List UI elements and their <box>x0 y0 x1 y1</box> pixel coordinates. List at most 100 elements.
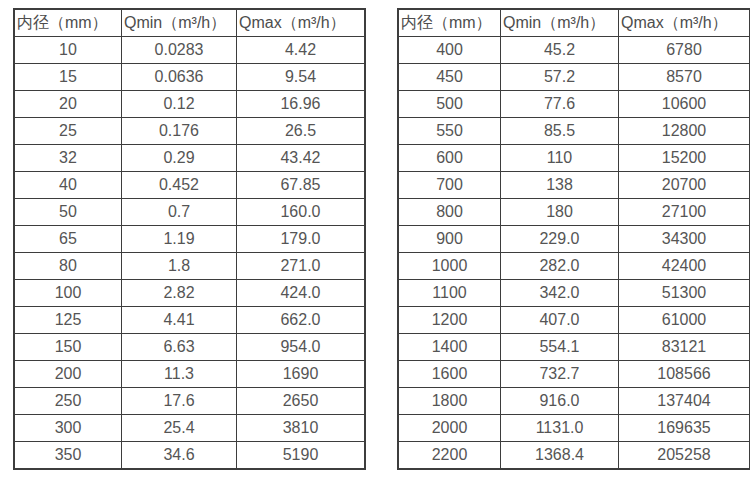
table-cell: 12800 <box>619 118 750 145</box>
table-row: 200.1216.96 <box>14 91 365 118</box>
table-cell: 450 <box>398 64 501 91</box>
table-row: 651.19179.0 <box>14 226 365 253</box>
column-header: Qmin（m³/h） <box>501 9 619 37</box>
table-row: 1254.41662.0 <box>14 307 365 334</box>
table-cell: 732.7 <box>501 361 619 388</box>
table-row: 20011.31690 <box>14 361 365 388</box>
table-cell: 50 <box>14 199 122 226</box>
table-cell: 5190 <box>237 442 366 470</box>
table-cell: 110 <box>501 145 619 172</box>
table-cell: 150 <box>14 334 122 361</box>
table-row: 20001131.0169635 <box>398 415 750 442</box>
table-row: 1000282.042400 <box>398 253 750 280</box>
table-cell: 282.0 <box>501 253 619 280</box>
diameter-flow-table-small: 内径（mm）Qmin（m³/h）Qmax（m³/h） 100.02834.421… <box>13 8 366 470</box>
table-cell: 16.96 <box>237 91 366 118</box>
table-cell: 25.4 <box>122 415 237 442</box>
header-row: 内径（mm）Qmin（m³/h）Qmax（m³/h） <box>14 9 365 37</box>
table-row: 35034.65190 <box>14 442 365 470</box>
table-cell: 0.12 <box>122 91 237 118</box>
table-cell: 424.0 <box>237 280 366 307</box>
table-cell: 179.0 <box>237 226 366 253</box>
table-cell: 137404 <box>619 388 750 415</box>
table-cell: 954.0 <box>237 334 366 361</box>
table-row: 70013820700 <box>398 172 750 199</box>
table-row: 1800916.0137404 <box>398 388 750 415</box>
table-row: 320.2943.42 <box>14 145 365 172</box>
table-cell: 4.41 <box>122 307 237 334</box>
table-cell: 205258 <box>619 442 750 470</box>
table-cell: 916.0 <box>501 388 619 415</box>
table-cell: 0.7 <box>122 199 237 226</box>
table-cell: 10600 <box>619 91 750 118</box>
table-cell: 300 <box>14 415 122 442</box>
table-cell: 20 <box>14 91 122 118</box>
diameter-flow-table-large: 内径（mm）Qmin（m³/h）Qmax（m³/h） 40045.2678045… <box>397 8 750 470</box>
table-row: 1400554.183121 <box>398 334 750 361</box>
table-cell: 125 <box>14 307 122 334</box>
table-cell: 200 <box>14 361 122 388</box>
table-cell: 700 <box>398 172 501 199</box>
table-cell: 6780 <box>619 37 750 64</box>
table-cell: 27100 <box>619 199 750 226</box>
table-cell: 1368.4 <box>501 442 619 470</box>
table-cell: 9.54 <box>237 64 366 91</box>
table-row: 45057.28570 <box>398 64 750 91</box>
table-cell: 11.3 <box>122 361 237 388</box>
table-cell: 42400 <box>619 253 750 280</box>
table-cell: 1200 <box>398 307 501 334</box>
table-cell: 45.2 <box>501 37 619 64</box>
table-row: 900229.034300 <box>398 226 750 253</box>
table-cell: 8570 <box>619 64 750 91</box>
table-cell: 6.63 <box>122 334 237 361</box>
table-row: 1100342.051300 <box>398 280 750 307</box>
table-cell: 57.2 <box>501 64 619 91</box>
table-cell: 2.82 <box>122 280 237 307</box>
table-cell: 250 <box>14 388 122 415</box>
table-row: 100.02834.42 <box>14 37 365 64</box>
table-cell: 15 <box>14 64 122 91</box>
table-cell: 108566 <box>619 361 750 388</box>
table-cell: 100 <box>14 280 122 307</box>
table-row: 1200407.061000 <box>398 307 750 334</box>
table-cell: 34300 <box>619 226 750 253</box>
table-row: 80018027100 <box>398 199 750 226</box>
table-row: 40045.26780 <box>398 37 750 64</box>
table-cell: 350 <box>14 442 122 470</box>
table-cell: 1100 <box>398 280 501 307</box>
table-row: 1506.63954.0 <box>14 334 365 361</box>
table-row: 50077.610600 <box>398 91 750 118</box>
table-cell: 4.42 <box>237 37 366 64</box>
table-cell: 10 <box>14 37 122 64</box>
flow-spec-tables: 内径（mm）Qmin（m³/h）Qmax（m³/h） 100.02834.421… <box>13 8 750 470</box>
table-cell: 17.6 <box>122 388 237 415</box>
table-cell: 271.0 <box>237 253 366 280</box>
table-cell: 169635 <box>619 415 750 442</box>
table-cell: 0.0636 <box>122 64 237 91</box>
table-row: 1002.82424.0 <box>14 280 365 307</box>
table-row: 1600732.7108566 <box>398 361 750 388</box>
table-cell: 25 <box>14 118 122 145</box>
column-header: 内径（mm） <box>14 9 122 37</box>
table-cell: 662.0 <box>237 307 366 334</box>
table-cell: 0.452 <box>122 172 237 199</box>
header-row: 内径（mm）Qmin（m³/h）Qmax（m³/h） <box>398 9 750 37</box>
table-cell: 1400 <box>398 334 501 361</box>
table-cell: 61000 <box>619 307 750 334</box>
table-cell: 1690 <box>237 361 366 388</box>
table-cell: 180 <box>501 199 619 226</box>
table-cell: 34.6 <box>122 442 237 470</box>
table-row: 250.17626.5 <box>14 118 365 145</box>
table-cell: 800 <box>398 199 501 226</box>
table-row: 801.8271.0 <box>14 253 365 280</box>
table-cell: 2650 <box>237 388 366 415</box>
table-cell: 1800 <box>398 388 501 415</box>
table-row: 55085.512800 <box>398 118 750 145</box>
table-row: 150.06369.54 <box>14 64 365 91</box>
table-row: 30025.43810 <box>14 415 365 442</box>
column-header: 内径（mm） <box>398 9 501 37</box>
table-row: 400.45267.85 <box>14 172 365 199</box>
table-cell: 600 <box>398 145 501 172</box>
table-cell: 26.5 <box>237 118 366 145</box>
table-cell: 900 <box>398 226 501 253</box>
